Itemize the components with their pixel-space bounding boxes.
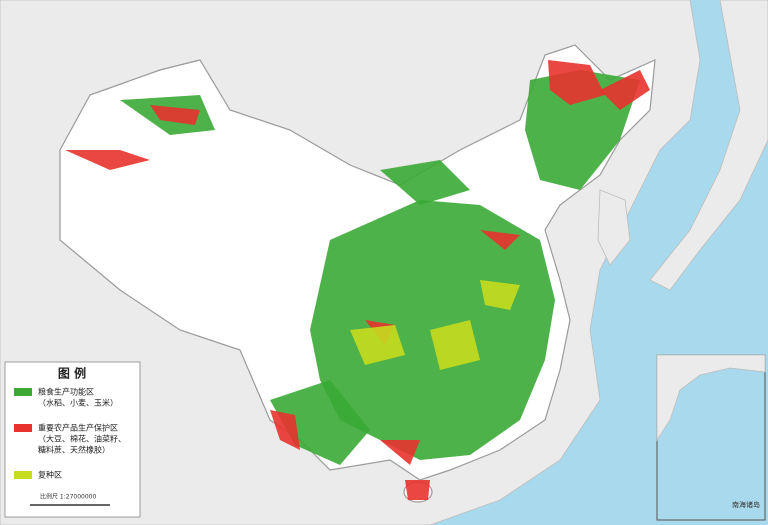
korea — [597, 189, 631, 266]
crop-zone — [548, 60, 605, 105]
crop-zone — [600, 70, 650, 110]
legend-box — [4, 361, 141, 518]
legend-label: （大豆、棉花、油菜籽、 — [38, 434, 126, 444]
legend-label: 复种区 — [38, 470, 62, 480]
legend-swatch — [14, 471, 32, 479]
legend-items: 粮食生产功能区（水稻、小麦、玉米） 重要农产品生产保护区（大豆、棉花、油菜籽、糖料… — [14, 387, 126, 480]
scale-label: 比例尺 1:27000000 — [40, 493, 96, 501]
crop-zone — [480, 230, 520, 250]
crop-zone — [405, 480, 430, 500]
crop-zone — [350, 325, 405, 365]
crop-zones — [65, 60, 650, 500]
inset-land — [656, 354, 766, 442]
crop-zone — [65, 150, 150, 170]
crop-zone — [270, 410, 300, 450]
crop-zone — [150, 105, 200, 125]
legend-label: 糖料蔗、天然橡胶） — [38, 445, 110, 455]
legend-label: （水稻、小麦、玉米） — [38, 398, 118, 408]
legend-label: 重要农产品生产保护区 — [38, 423, 118, 433]
inset-title: 南海诸岛 — [732, 500, 760, 509]
japan — [649, 0, 768, 291]
crop-zone — [380, 440, 420, 465]
legend-swatch — [14, 388, 32, 396]
crop-zone — [480, 280, 520, 310]
crop-zone — [430, 320, 480, 370]
legend-title: 图 例 — [58, 366, 86, 381]
legend-label: 粮食生产功能区 — [38, 387, 94, 397]
crop-zone — [380, 160, 470, 205]
legend-swatch — [14, 424, 32, 432]
